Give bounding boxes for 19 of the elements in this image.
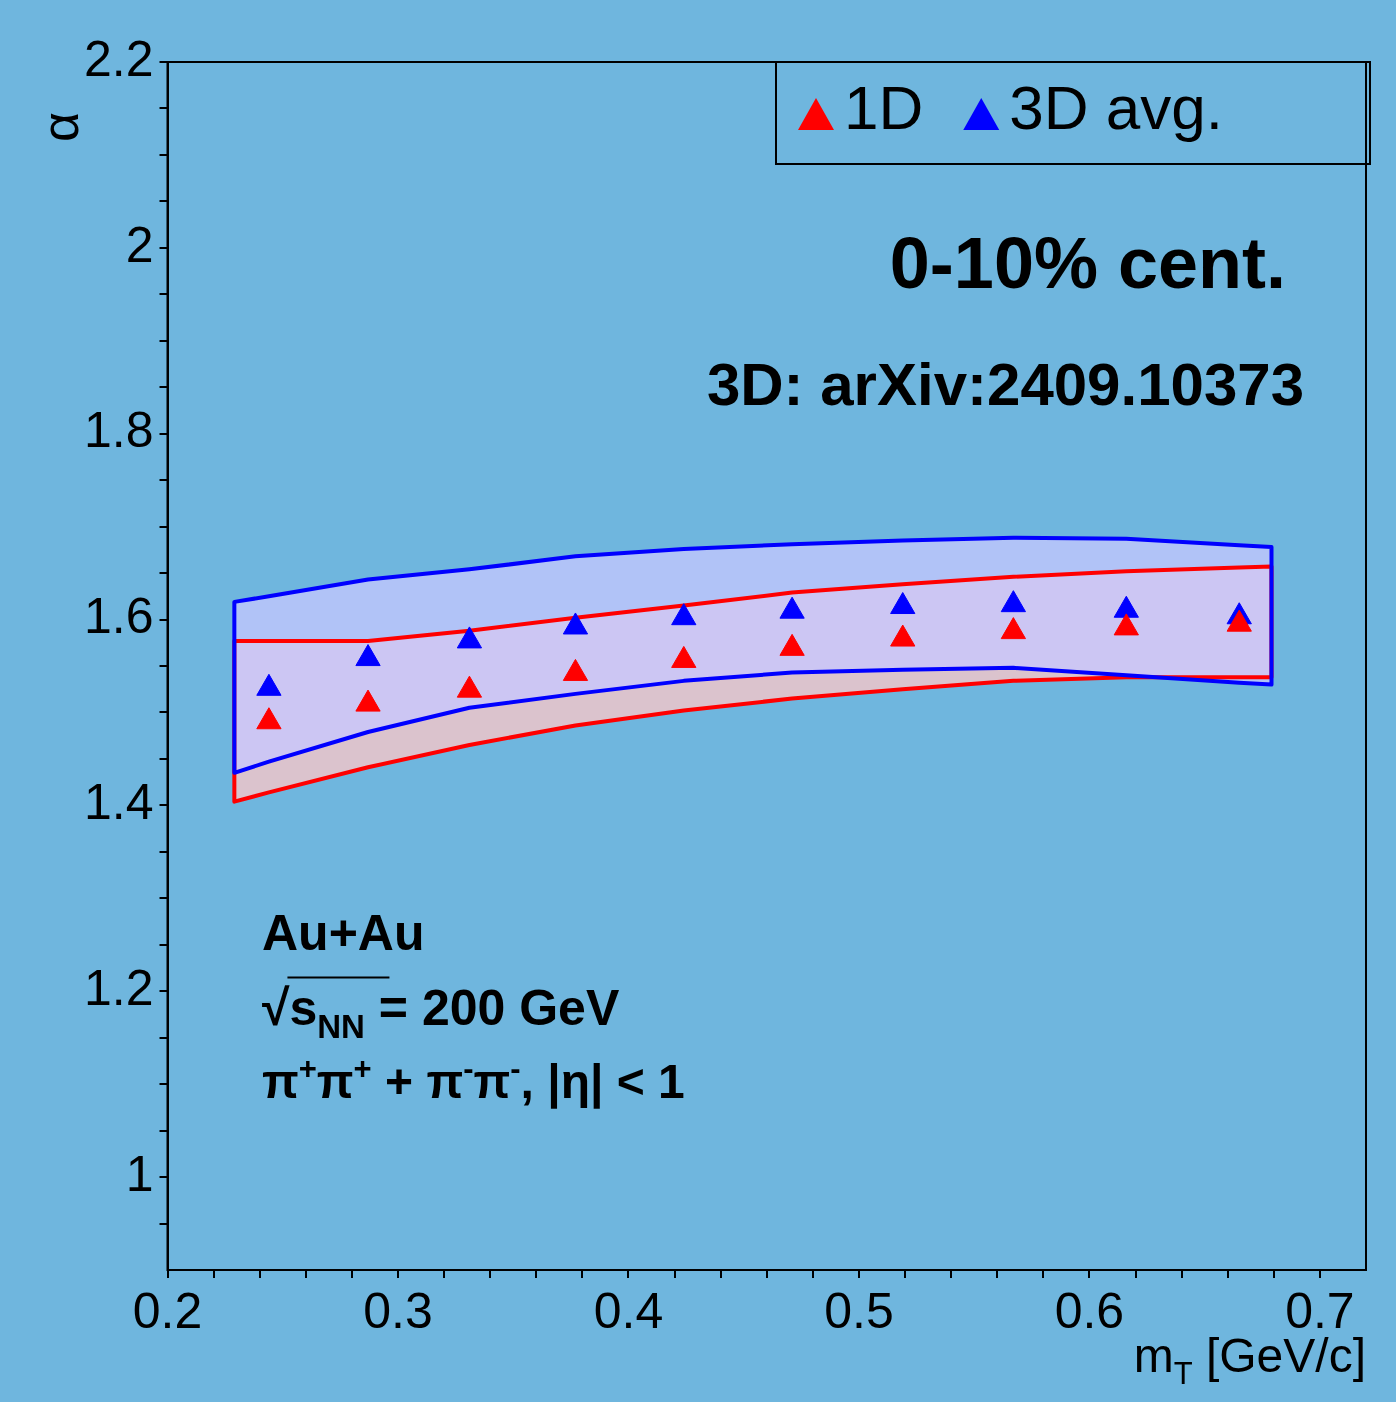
y-axis-title: α <box>31 112 89 143</box>
y-tick-label: 1.4 <box>83 774 154 831</box>
legend-label: 3D avg. <box>1009 73 1223 143</box>
x-tick-label: 0.6 <box>1054 1282 1125 1339</box>
legend-label: 1D <box>844 73 924 143</box>
annotation: 0-10% cent. <box>889 223 1287 303</box>
x-tick-label: 0.4 <box>593 1282 664 1339</box>
x-tick-label: 0.5 <box>824 1282 894 1339</box>
x-tick-label: 0.3 <box>363 1282 433 1339</box>
x-tick-label: 0.2 <box>132 1282 203 1339</box>
y-tick-label: 2.2 <box>83 30 154 87</box>
y-tick-label: 1 <box>125 1145 154 1202</box>
y-tick-label: 1.6 <box>83 588 154 645</box>
annotation: 3D: arXiv:2409.10373 <box>706 351 1305 418</box>
y-tick-label: 1.8 <box>83 402 154 459</box>
y-tick-label: 2 <box>125 216 154 273</box>
y-tick-label: 1.2 <box>83 960 154 1017</box>
annotation: Au+Au <box>262 905 425 961</box>
text: π+π+ + π-π-, |η| < 1 <box>262 1050 685 1108</box>
